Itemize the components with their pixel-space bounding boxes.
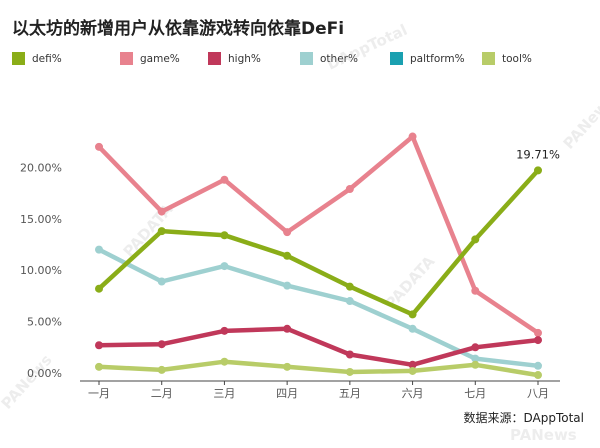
data-point	[408, 324, 417, 333]
y-tick-label: 5.00%	[27, 316, 62, 329]
legend-swatch	[390, 52, 403, 65]
legend-label: other%	[320, 52, 358, 65]
legend-label: game%	[140, 52, 180, 65]
data-point	[534, 361, 542, 370]
x-tick-label: 一月	[88, 387, 110, 400]
legend-swatch	[120, 52, 133, 65]
data-point	[471, 360, 480, 369]
legend-item: defi%	[12, 52, 62, 65]
data-label: 19.71%	[516, 147, 560, 161]
watermark: PANews	[560, 91, 600, 153]
data-point	[157, 277, 166, 286]
x-tick-label: 四月	[276, 387, 298, 400]
data-point	[408, 366, 417, 375]
x-tick-label: 五月	[339, 387, 361, 400]
data-point	[95, 362, 103, 371]
data-point	[95, 284, 103, 293]
legend-item: tool%	[482, 52, 532, 65]
legend-swatch	[12, 52, 25, 65]
series-line	[96, 168, 541, 317]
legend-swatch	[208, 52, 221, 65]
watermark: PANews	[510, 426, 577, 444]
x-tick-label: 七月	[464, 387, 486, 400]
data-point	[157, 207, 166, 216]
data-point	[345, 297, 354, 306]
x-tick-label: 八月	[527, 387, 549, 400]
legend-label: defi%	[32, 52, 62, 65]
data-point	[534, 166, 542, 175]
watermark: PANews	[0, 351, 56, 413]
y-tick-label: 10.00%	[20, 264, 62, 277]
data-point	[471, 343, 480, 352]
data-point	[345, 350, 354, 359]
legend-label: high%	[228, 52, 261, 65]
watermark: DAppTotal	[324, 21, 410, 74]
legend-item: game%	[120, 52, 180, 65]
data-point	[345, 282, 354, 291]
x-tick-label: 二月	[151, 387, 173, 400]
data-point	[95, 341, 103, 350]
series-layer	[95, 132, 542, 380]
annotation-layer: 19.71%	[516, 147, 560, 161]
series-line	[96, 359, 541, 378]
data-source: 数据来源：DAppTotal	[463, 411, 585, 425]
data-point	[220, 262, 229, 271]
data-point	[220, 326, 229, 335]
legend-item: paltform%	[390, 52, 465, 65]
data-point	[283, 281, 292, 290]
data-point	[157, 365, 166, 374]
data-point	[95, 142, 103, 151]
y-axis: 0.00% 5.00% 10.00% 15.00% 20.00%	[20, 161, 62, 380]
data-point	[283, 251, 292, 260]
y-tick-label: 0.00%	[27, 367, 62, 380]
data-point	[283, 362, 292, 371]
data-point	[220, 175, 229, 184]
data-point	[408, 310, 417, 319]
x-tick-label: 三月	[213, 387, 235, 400]
data-point	[534, 371, 542, 380]
data-point	[534, 336, 542, 345]
data-point	[471, 354, 480, 363]
data-point	[345, 367, 354, 376]
data-point	[157, 340, 166, 349]
y-tick-label: 20.00%	[20, 161, 62, 174]
legend-swatch	[300, 52, 313, 65]
series-line	[96, 326, 541, 368]
data-point	[408, 360, 417, 369]
chart-legend: defi% game% high% other% paltform% tool%	[12, 52, 592, 72]
legend-item: other%	[300, 52, 358, 65]
x-tick-label: 六月	[402, 387, 424, 400]
data-point	[220, 231, 229, 240]
data-point	[283, 324, 292, 333]
chart-title: 以太坊的新增用户从依靠游戏转向依靠DeFi	[12, 19, 345, 39]
series-line	[96, 134, 541, 336]
data-point	[157, 227, 166, 236]
legend-item: high%	[208, 52, 261, 65]
y-tick-label: 15.00%	[20, 213, 62, 226]
legend-label: paltform%	[410, 52, 465, 65]
data-point	[471, 286, 480, 295]
legend-label: tool%	[502, 52, 532, 65]
data-point	[471, 235, 480, 244]
data-point	[345, 184, 354, 193]
data-point	[283, 228, 292, 237]
series-line	[96, 247, 541, 369]
data-point	[408, 132, 417, 141]
data-point	[534, 328, 542, 337]
data-point	[95, 245, 103, 254]
legend-swatch	[482, 52, 495, 65]
data-point	[220, 357, 229, 366]
x-axis: 一月 二月 三月 四月 五月 六月 七月 八月	[80, 380, 560, 400]
